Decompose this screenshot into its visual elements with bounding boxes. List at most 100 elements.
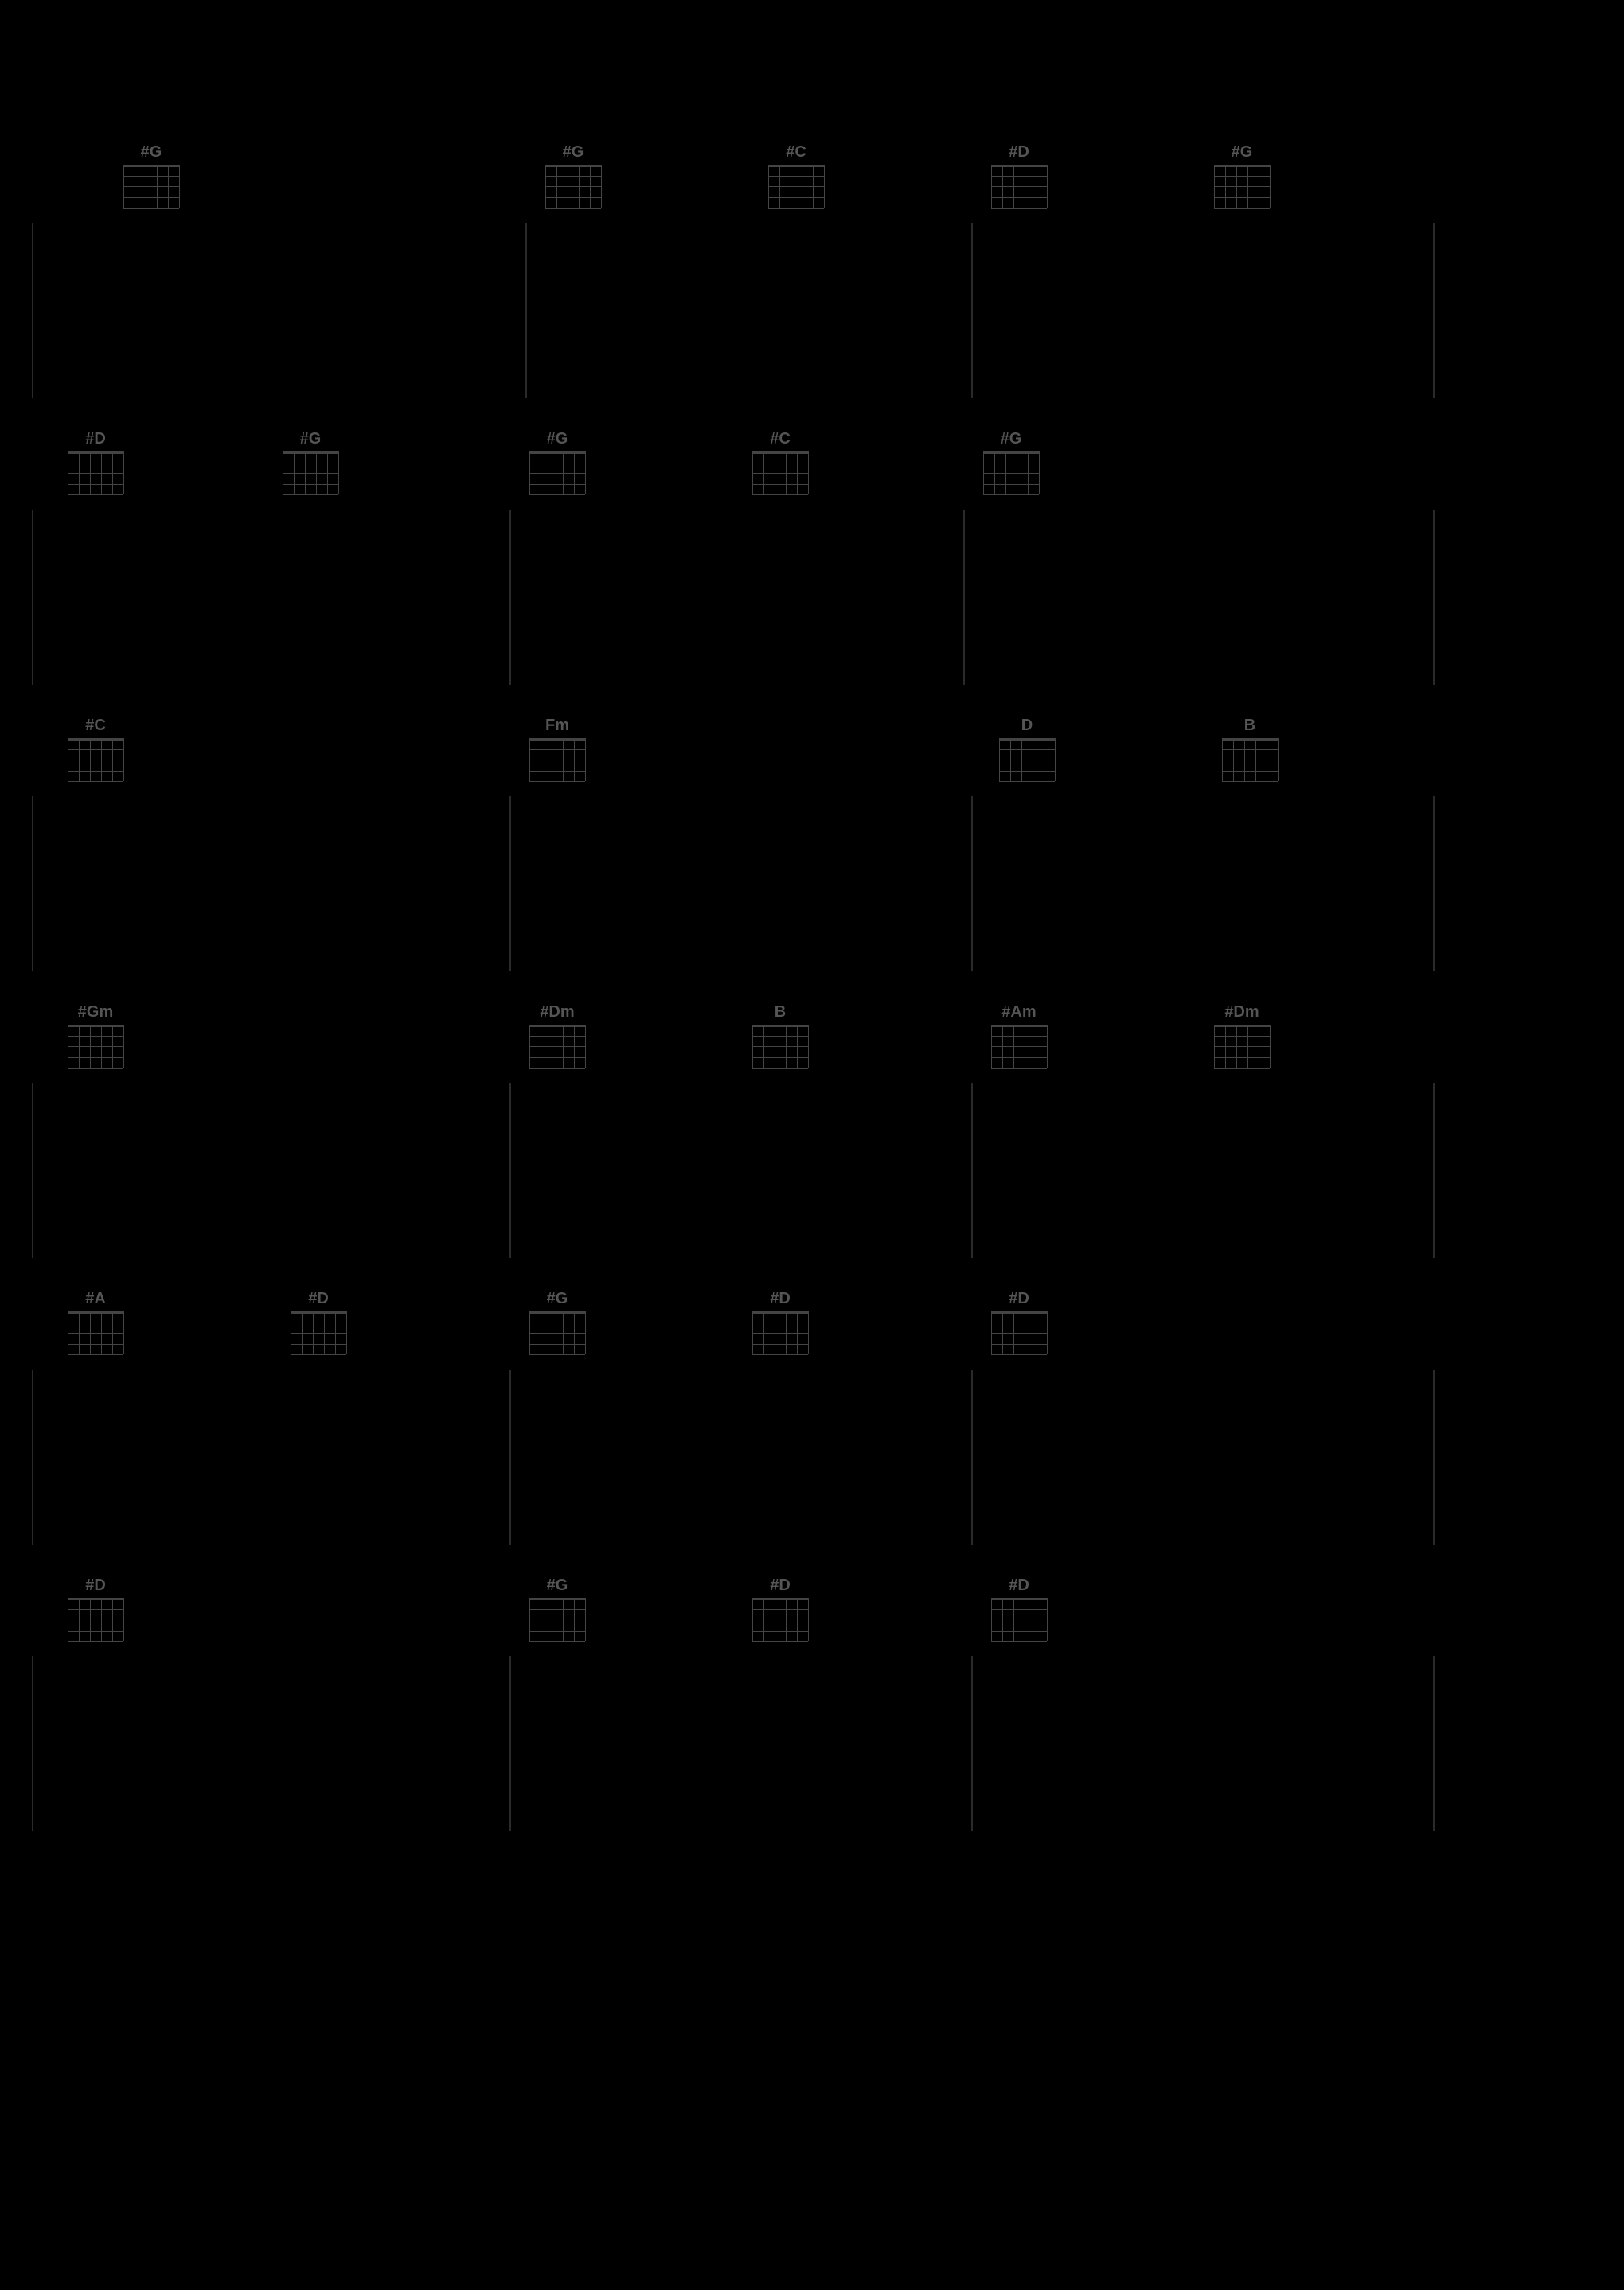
chord-grid xyxy=(752,1025,808,1068)
chord-label: #G xyxy=(979,430,1043,448)
chord-grid xyxy=(68,1598,123,1641)
chord-label: #D xyxy=(987,1577,1051,1595)
chord-label: #A xyxy=(64,1290,127,1308)
chord-diagram: #D xyxy=(287,1290,350,1354)
barline xyxy=(509,510,511,685)
chord-grid xyxy=(1222,738,1278,781)
chord-diagram: #C xyxy=(764,143,828,208)
chord-label: #D xyxy=(287,1290,350,1308)
chord-diagram: #G xyxy=(525,1577,589,1641)
chord-grid xyxy=(529,1025,585,1068)
chord-label: #Dm xyxy=(525,1003,589,1022)
chord-grid xyxy=(68,451,123,494)
barline xyxy=(509,796,511,971)
barline xyxy=(525,223,527,398)
chord-diagram: #Dm xyxy=(1210,1003,1274,1068)
chord-diagram: #Gm xyxy=(64,1003,127,1068)
chord-grid xyxy=(123,165,179,208)
chord-label: #G xyxy=(525,430,589,448)
chord-grid xyxy=(991,1025,1047,1068)
barline xyxy=(1433,223,1435,398)
chord-label: #G xyxy=(279,430,342,448)
chord-label: #G xyxy=(541,143,605,162)
chord-diagram: D xyxy=(995,717,1059,781)
barline xyxy=(32,510,33,685)
chord-diagram: #C xyxy=(64,717,127,781)
barline xyxy=(1433,1083,1435,1258)
chord-label: #C xyxy=(64,717,127,735)
barline xyxy=(509,1370,511,1545)
barline xyxy=(32,796,33,971)
chord-label: #G xyxy=(525,1577,589,1595)
chord-grid xyxy=(529,451,585,494)
chord-diagram: #D xyxy=(987,1577,1051,1641)
chord-label: B xyxy=(748,1003,812,1022)
chord-diagram: #G xyxy=(119,143,183,208)
chord-diagram: #D xyxy=(64,1577,127,1641)
chord-grid xyxy=(999,738,1055,781)
chord-grid xyxy=(752,1311,808,1354)
chord-grid xyxy=(68,1311,123,1354)
chord-diagram: Fm xyxy=(525,717,589,781)
chord-label: #D xyxy=(987,1290,1051,1308)
chord-grid xyxy=(529,1311,585,1354)
chord-label: #C xyxy=(764,143,828,162)
chord-label: #Gm xyxy=(64,1003,127,1022)
chord-diagram: #D xyxy=(987,1290,1051,1354)
chord-label: #G xyxy=(525,1290,589,1308)
barline xyxy=(509,1083,511,1258)
chord-diagram: #Dm xyxy=(525,1003,589,1068)
chord-label: #D xyxy=(64,1577,127,1595)
chord-grid xyxy=(291,1311,346,1354)
chord-grid xyxy=(768,165,824,208)
barline xyxy=(963,510,965,685)
chord-grid xyxy=(529,1598,585,1641)
chord-label: Fm xyxy=(525,717,589,735)
barline xyxy=(971,796,973,971)
barline xyxy=(971,223,973,398)
chord-diagram: #G xyxy=(279,430,342,494)
barline xyxy=(1433,796,1435,971)
chord-diagram: #D xyxy=(987,143,1051,208)
chord-diagram: #G xyxy=(1210,143,1274,208)
chord-diagram: #G xyxy=(541,143,605,208)
chord-label: #G xyxy=(1210,143,1274,162)
chord-grid xyxy=(68,738,123,781)
chord-label: #D xyxy=(748,1577,812,1595)
chord-diagram: #D xyxy=(748,1290,812,1354)
chord-grid xyxy=(752,1598,808,1641)
chord-diagram: #G xyxy=(525,1290,589,1354)
chord-grid xyxy=(68,1025,123,1068)
chord-diagram: #G xyxy=(979,430,1043,494)
barline xyxy=(971,1656,973,1831)
chord-diagram: #D xyxy=(748,1577,812,1641)
barline xyxy=(971,1370,973,1545)
barline xyxy=(1433,1656,1435,1831)
chord-grid xyxy=(991,165,1047,208)
chord-label: #C xyxy=(748,430,812,448)
barline xyxy=(1433,1370,1435,1545)
chord-grid xyxy=(545,165,601,208)
chord-label: #D xyxy=(987,143,1051,162)
chord-diagram: B xyxy=(1218,717,1282,781)
chord-label: #G xyxy=(119,143,183,162)
chord-grid xyxy=(283,451,338,494)
chord-grid xyxy=(529,738,585,781)
chord-grid xyxy=(752,451,808,494)
chord-diagram: #C xyxy=(748,430,812,494)
barline xyxy=(509,1656,511,1831)
chord-label: #D xyxy=(748,1290,812,1308)
chord-grid xyxy=(991,1311,1047,1354)
chord-diagram: #G xyxy=(525,430,589,494)
chord-diagram: B xyxy=(748,1003,812,1068)
barline xyxy=(32,1083,33,1258)
chord-grid xyxy=(1214,165,1270,208)
chord-grid xyxy=(983,451,1039,494)
chord-grid xyxy=(991,1598,1047,1641)
chord-label: D xyxy=(995,717,1059,735)
chord-diagram: #A xyxy=(64,1290,127,1354)
chord-grid xyxy=(1214,1025,1270,1068)
barline xyxy=(32,1370,33,1545)
barline xyxy=(971,1083,973,1258)
chord-label: #D xyxy=(64,430,127,448)
